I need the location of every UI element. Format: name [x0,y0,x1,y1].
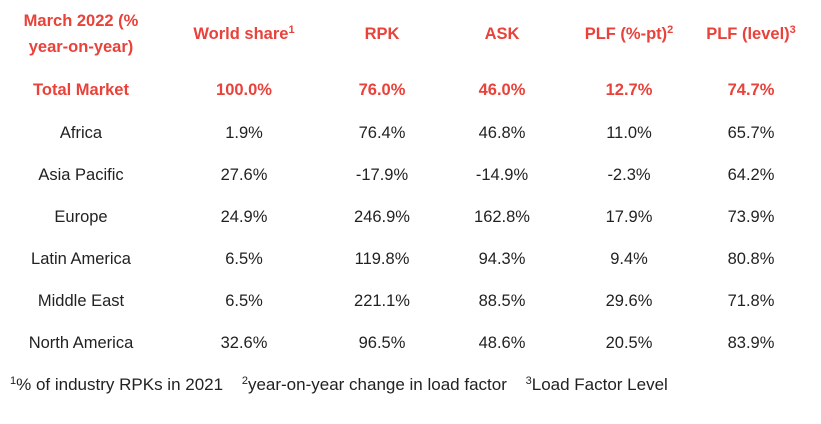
world-share-cell: 100.0% [216,80,272,99]
header-label: PLF (%-pt) [584,24,668,43]
plf-level-cell: 73.9% [727,207,775,226]
footnote-3: 3Load Factor Level [526,375,668,394]
rpk-cell: 76.0% [358,80,406,99]
world-share-cell: 6.5% [225,249,263,268]
header-label: RPK [364,24,400,43]
header-label: ASK [484,24,520,43]
ask-cell: 48.6% [478,333,526,352]
table-row: Africa 1.9% 76.4% 46.8% 11.0% 65.7% [0,112,810,154]
plf-level-cell: 83.9% [727,333,775,352]
plf-level-cell: 71.8% [727,291,775,310]
plf-level-cell: 65.7% [727,123,775,142]
header-label: March 2022 (% year-on-year) [23,12,139,56]
ask-cell: 162.8% [474,207,530,226]
header-world-share: World share1 [162,0,326,68]
plf-level-cell: 64.2% [727,165,775,184]
header-label: PLF (level) [706,24,790,43]
table-row: Latin America 6.5% 119.8% 94.3% 9.4% 80.… [0,238,810,280]
plf-pt-cell: 20.5% [605,333,653,352]
region-cell: Europe [54,207,108,226]
rpk-cell: -17.9% [355,165,409,184]
ask-cell: 88.5% [478,291,526,310]
footnote-text: year-on-year change in load factor [247,375,507,394]
table-row: Middle East 6.5% 221.1% 88.5% 29.6% 71.8… [0,280,810,322]
rpk-cell: 76.4% [358,123,406,142]
footnote-marker: 1 [288,23,295,36]
region-cell: North America [28,333,134,352]
footnote-text: % of industry RPKs in 2021 [16,375,224,394]
rpk-cell: 119.8% [354,249,410,268]
plf-pt-cell: -2.3% [607,165,651,184]
plf-pt-cell: 29.6% [605,291,653,310]
header-period: March 2022 (% year-on-year) [0,0,162,68]
world-share-cell: 27.6% [220,165,268,184]
table-footnotes: 1% of industry RPKs in 2021 2year-on-yea… [10,375,682,395]
world-share-cell: 1.9% [225,123,263,142]
region-cell: Latin America [31,249,131,268]
footnote-marker: 1 [10,375,17,387]
ask-cell: 94.3% [478,249,526,268]
rpk-cell: 221.1% [354,291,410,310]
ask-cell: 46.0% [478,80,526,99]
plf-pt-cell: 11.0% [606,123,652,142]
footnote-text: Load Factor Level [531,375,668,394]
world-share-cell: 24.9% [220,207,268,226]
table-row: Europe 24.9% 246.9% 162.8% 17.9% 73.9% [0,196,810,238]
regional-traffic-table: March 2022 (% year-on-year) World share1… [0,0,810,364]
world-share-cell: 32.6% [220,333,268,352]
header-rpk: RPK [326,0,438,68]
table-header-row: March 2022 (% year-on-year) World share1… [0,0,810,68]
rpk-cell: 96.5% [358,333,406,352]
region-cell: Middle East [37,291,125,310]
table-row-total-market: Total Market 100.0% 76.0% 46.0% 12.7% 74… [0,68,810,112]
footnote-1: 1% of industry RPKs in 2021 [10,375,223,394]
world-share-cell: 6.5% [225,291,263,310]
region-cell: Asia Pacific [38,165,124,184]
footnote-marker: 2 [667,23,674,36]
header-plf-pt: PLF (%-pt)2 [566,0,692,68]
plf-pt-cell: 17.9% [605,207,653,226]
plf-level-cell: 80.8% [727,249,775,268]
region-cell: Africa [59,123,103,142]
plf-pt-cell: 12.7% [605,80,653,99]
header-label: World share [193,24,289,43]
region-cell: Total Market [33,80,129,99]
footnote-marker: 3 [789,23,796,36]
footnote-marker: 3 [525,375,532,387]
plf-pt-cell: 9.4% [610,249,648,268]
ask-cell: 46.8% [478,123,526,142]
rpk-cell: 246.9% [354,207,410,226]
footnote-marker: 2 [241,375,248,387]
footnote-2: 2year-on-year change in load factor [242,375,507,394]
plf-level-cell: 74.7% [727,80,775,99]
header-ask: ASK [438,0,566,68]
header-plf-level: PLF (level)3 [692,0,810,68]
ask-cell: -14.9% [475,165,529,184]
table-row: Asia Pacific 27.6% -17.9% -14.9% -2.3% 6… [0,154,810,196]
table-row: North America 32.6% 96.5% 48.6% 20.5% 83… [0,322,810,364]
